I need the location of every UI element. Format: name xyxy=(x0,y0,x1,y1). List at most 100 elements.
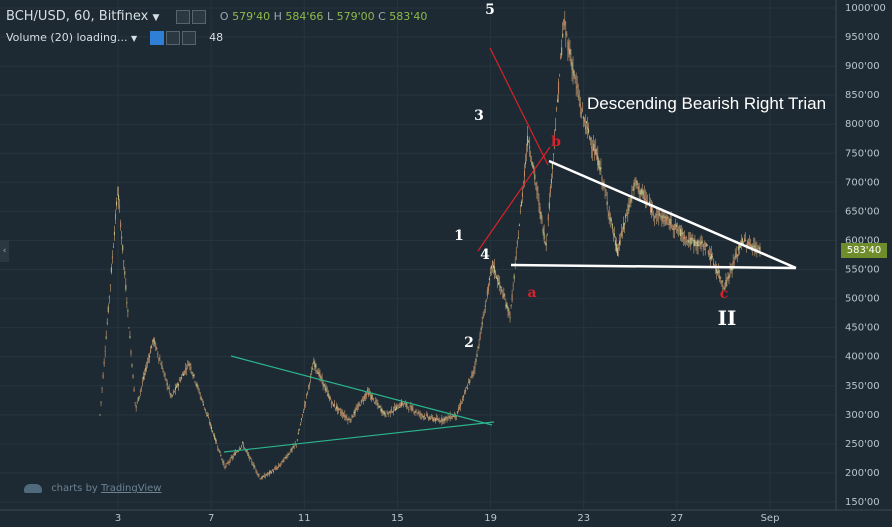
tradingview-watermark[interactable]: charts by TradingView xyxy=(24,483,161,494)
time-tick-label: 27 xyxy=(670,513,683,524)
candle-body xyxy=(632,189,634,191)
candle-body xyxy=(364,394,366,397)
candle-body xyxy=(598,160,600,169)
candle-body xyxy=(416,412,418,414)
candle-body xyxy=(500,285,502,289)
candle-body xyxy=(261,476,263,479)
candle-body xyxy=(698,244,700,246)
candle-body xyxy=(141,382,143,383)
candle-body xyxy=(716,269,718,273)
candle-body xyxy=(355,408,357,410)
candle-body xyxy=(320,376,322,379)
candle-body xyxy=(713,263,715,265)
candle-body xyxy=(637,187,639,190)
eye-icon[interactable] xyxy=(150,31,165,45)
candle-body xyxy=(399,406,401,408)
pennant-upper-line[interactable] xyxy=(230,355,493,426)
candle-body xyxy=(386,411,388,414)
candle-body xyxy=(163,372,165,374)
candle-body xyxy=(613,233,615,237)
triangle-support-line[interactable] xyxy=(510,263,797,270)
indicator-title[interactable]: Volume (20) loading... xyxy=(6,31,128,44)
candle-body xyxy=(368,391,370,396)
triangle-resistance-line[interactable] xyxy=(548,159,797,270)
candle-body xyxy=(696,241,698,247)
candle-body xyxy=(659,212,661,216)
candle-body xyxy=(167,387,169,389)
candle-body xyxy=(278,465,280,468)
candle-body xyxy=(192,374,194,376)
scroll-left-handle[interactable]: ‹ xyxy=(0,240,9,262)
candle-body xyxy=(572,69,574,74)
candle-body xyxy=(204,408,206,411)
candle-body xyxy=(681,230,683,237)
candle-body xyxy=(490,265,492,269)
price-tick-label: 400'00 xyxy=(845,352,880,363)
candle-body xyxy=(626,214,628,216)
watermark-prefix: charts by xyxy=(51,483,98,494)
candle-body xyxy=(138,395,140,397)
candle-body xyxy=(270,472,272,474)
price-axis[interactable]: 1000'00 950'00 900'00 850'00 800'00 750'00 700… xyxy=(845,3,886,508)
candle-body xyxy=(218,448,220,452)
candle-body xyxy=(402,402,404,405)
candle-body xyxy=(122,244,124,251)
candle-body xyxy=(191,371,193,374)
candle-body xyxy=(641,189,643,194)
candle-body xyxy=(285,456,287,458)
elliott-line-5-to-a[interactable] xyxy=(489,47,549,166)
indicator-legend[interactable]: Volume (20) loading... ▼ 48 xyxy=(6,31,223,45)
wave-label-ii: II xyxy=(718,306,737,330)
candle-body xyxy=(561,47,563,56)
candle-body xyxy=(508,311,510,316)
candle-body xyxy=(427,417,429,419)
candle-body xyxy=(625,214,627,218)
time-axis[interactable]: 3 7 11 15 19 23 27 Sep xyxy=(115,513,780,524)
candle-body xyxy=(670,219,672,227)
settings-icon[interactable] xyxy=(166,31,181,45)
candle-body xyxy=(711,256,713,257)
caret-down-icon[interactable]: ▼ xyxy=(152,13,160,23)
candle-body xyxy=(667,216,669,218)
candle-body xyxy=(328,396,330,399)
candle-body xyxy=(631,193,633,196)
candle-body xyxy=(582,116,584,119)
candle-body xyxy=(155,344,157,349)
close-icon[interactable] xyxy=(191,9,206,24)
pattern-annotation[interactable]: Descending Bearish Right Trian xyxy=(587,94,826,113)
candle-body xyxy=(487,284,489,292)
candle-body xyxy=(619,240,621,245)
candle-body xyxy=(509,316,511,319)
candle-body xyxy=(504,299,506,300)
candle-body xyxy=(196,384,198,387)
candle-body xyxy=(126,302,128,304)
candle-body xyxy=(381,408,383,413)
time-tick-label: 23 xyxy=(577,513,590,524)
candle-body xyxy=(299,424,301,426)
candle-body xyxy=(563,19,565,26)
candle-body xyxy=(374,402,376,404)
pennant-lower-line[interactable] xyxy=(223,421,495,453)
settings-icon[interactable] xyxy=(175,9,190,24)
symbol-legend[interactable]: BCH/USD, 60, Bitfinex ▼ O 579'40 H 584'6… xyxy=(6,9,427,24)
watermark-brand-link[interactable]: TradingView xyxy=(101,483,162,494)
candle-body xyxy=(238,448,240,450)
candle-body xyxy=(705,243,707,247)
candle-body xyxy=(185,368,187,370)
candle-body xyxy=(376,402,378,404)
caret-down-icon[interactable]: ▼ xyxy=(131,34,138,43)
candle-body xyxy=(212,430,214,432)
candle-body xyxy=(735,252,737,258)
close-icon[interactable] xyxy=(182,31,197,45)
candle-body xyxy=(710,253,712,259)
candle-body xyxy=(707,250,709,254)
elliott-line-4-to-b[interactable] xyxy=(477,146,551,252)
candle-body xyxy=(452,416,454,417)
candle-body xyxy=(190,366,192,370)
symbol-title[interactable]: BCH/USD, 60, Bitfinex xyxy=(6,9,149,24)
candle-body xyxy=(116,201,118,206)
candle-body xyxy=(352,416,354,418)
candle-body xyxy=(686,236,688,238)
